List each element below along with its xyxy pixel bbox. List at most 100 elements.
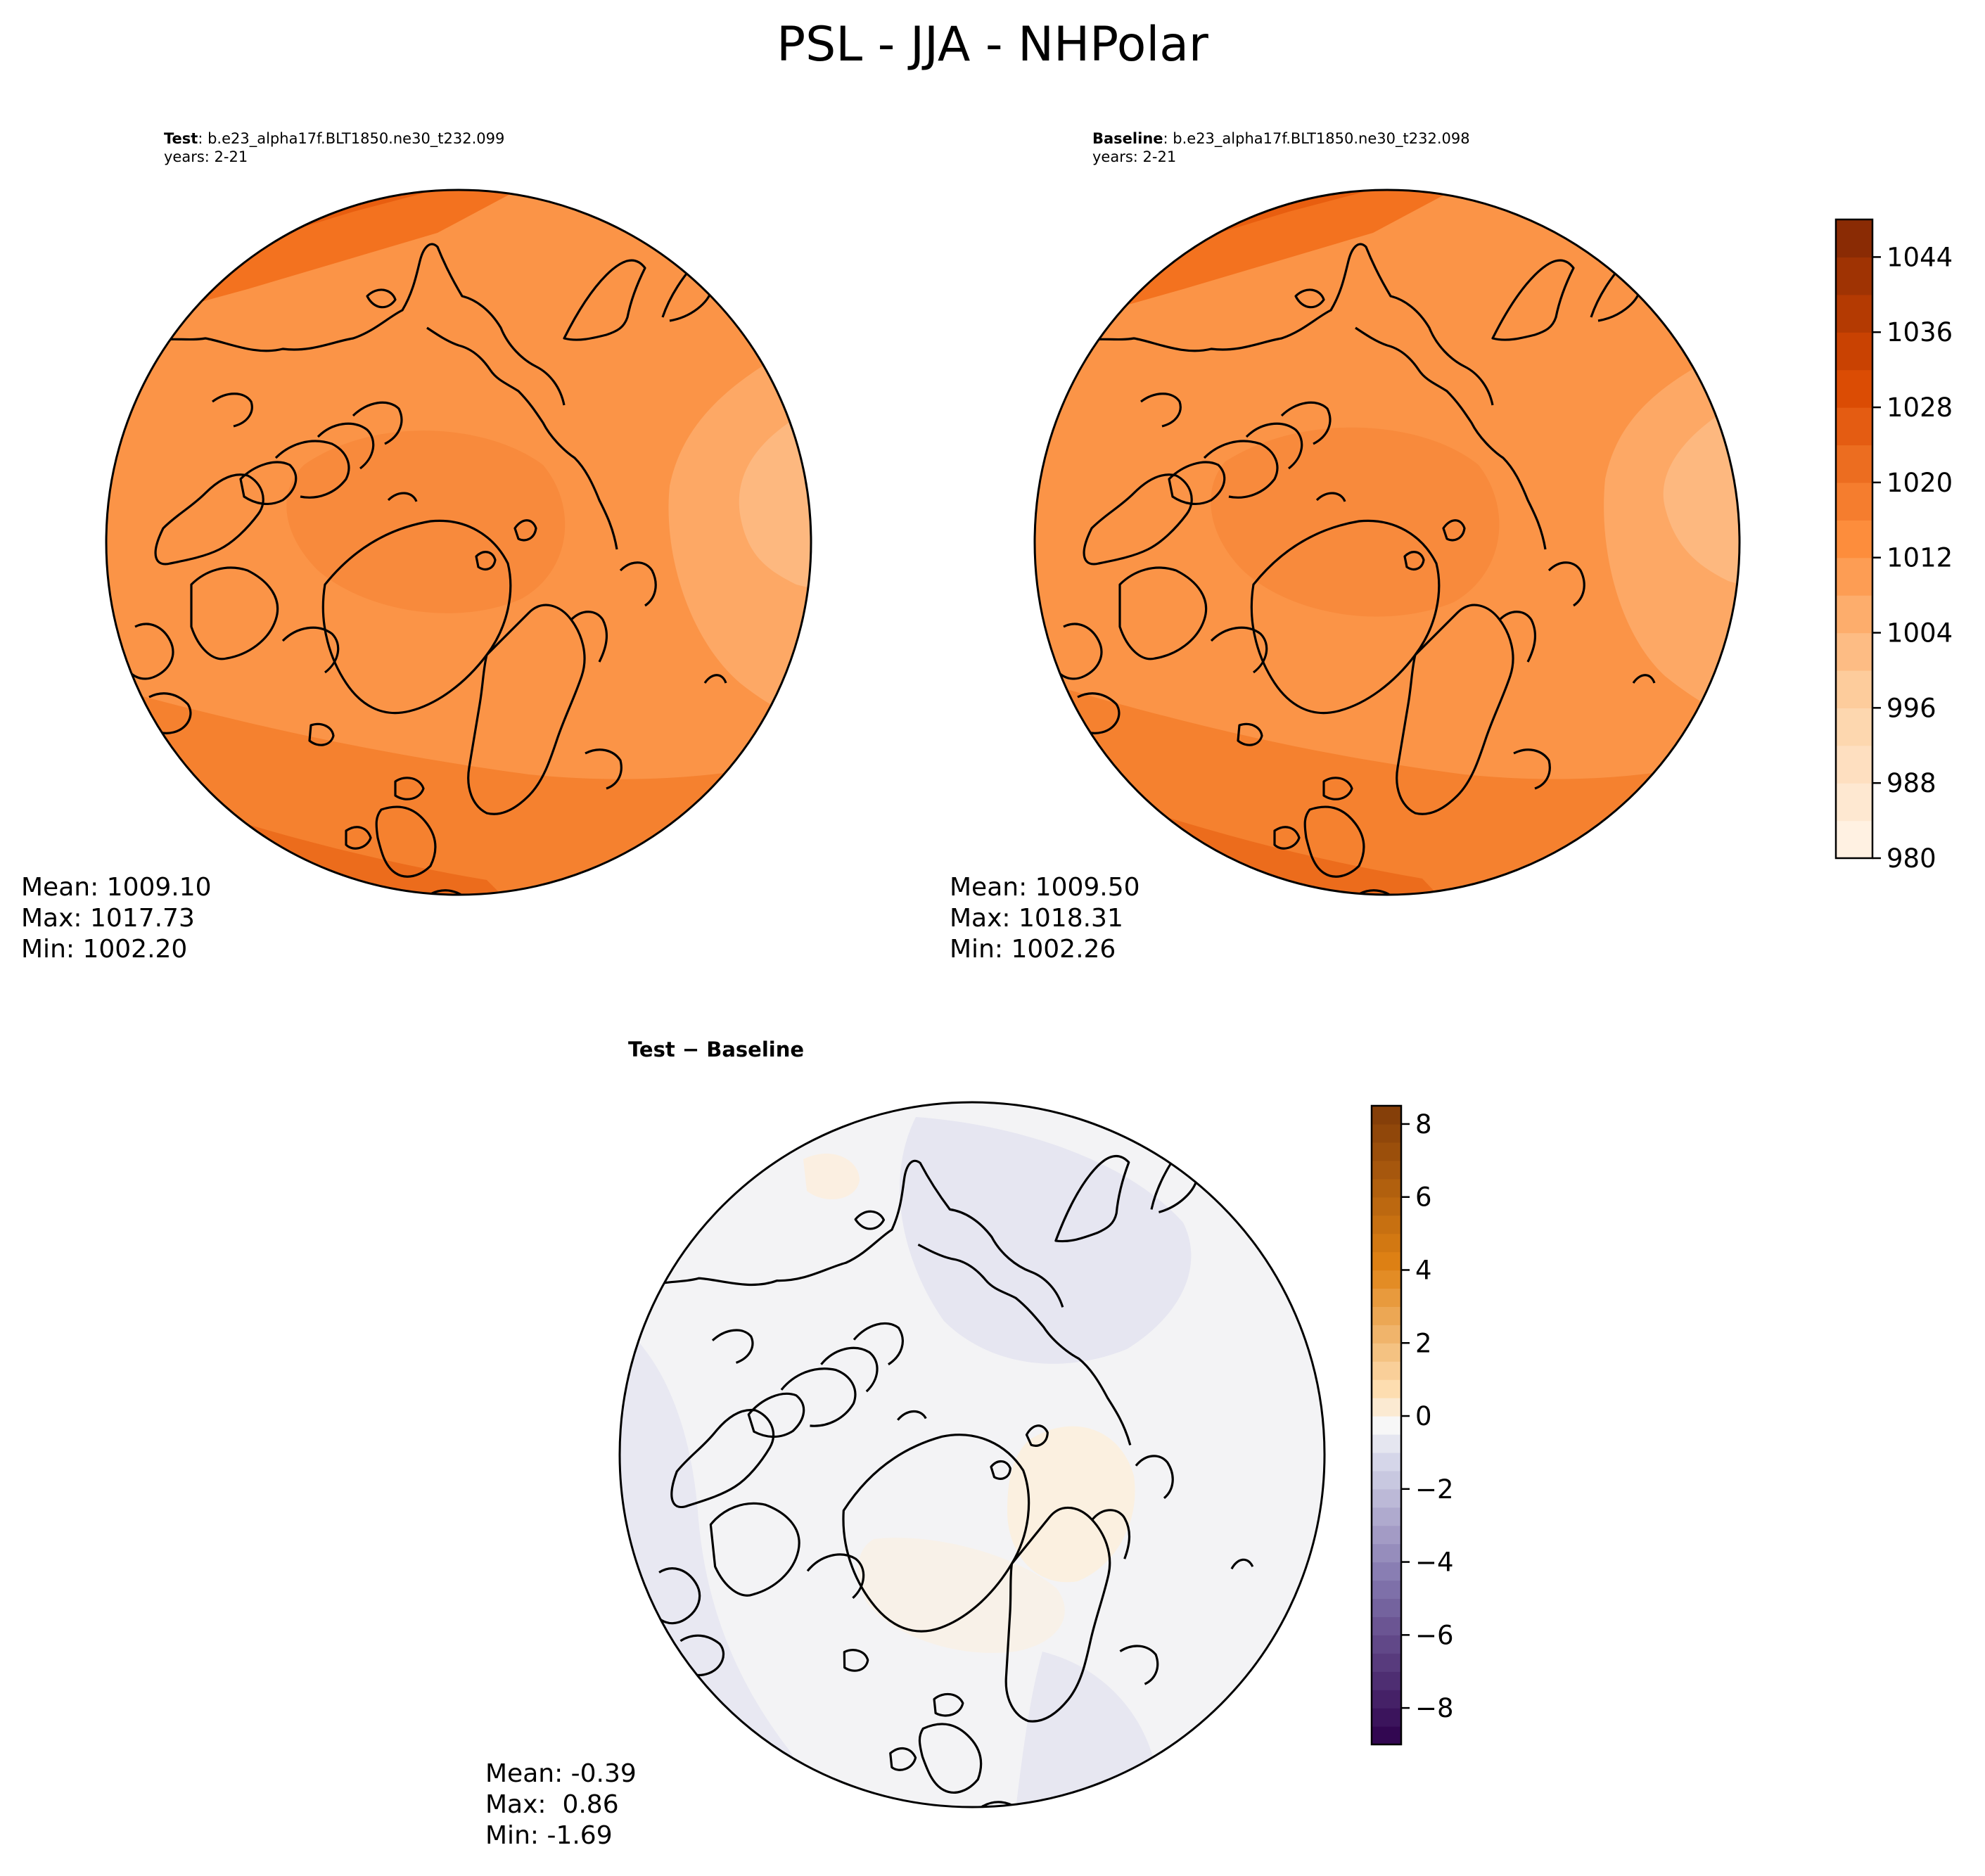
colorbar-level	[1372, 1178, 1401, 1198]
colorbar-level	[1836, 670, 1872, 708]
colorbar-level	[1372, 1325, 1401, 1344]
colorbar-tick-label: 6	[1415, 1182, 1432, 1213]
colorbar-tick-label: 1036	[1887, 317, 1953, 347]
difference-panel-title: Test − Baseline	[628, 1038, 805, 1061]
test-max: Max: 1017.73	[21, 904, 195, 933]
colorbar-level	[1836, 745, 1872, 784]
colorbar-level	[1372, 1343, 1401, 1362]
baseline-map	[1033, 189, 1741, 896]
figure-title: PSL - JJA - NHPolar	[777, 17, 1208, 72]
difference-max: Max: 0.86	[485, 1790, 619, 1819]
baseline-stats: Mean: 1009.50 Max: 1018.31 Min: 1002.26	[950, 872, 1140, 965]
colorbar-level	[1836, 632, 1872, 671]
test-map	[105, 189, 812, 896]
colorbar-level	[1372, 1653, 1401, 1672]
colorbar-tick-label: 980	[1887, 843, 1936, 874]
test-panel-title: Test: b.e23_alpha17f.BLT1850.ne30_t232.0…	[164, 129, 504, 166]
colorbar-level	[1372, 1708, 1401, 1727]
colorbar-level	[1372, 1251, 1401, 1271]
colorbar-level	[1836, 407, 1872, 446]
colorbar-level	[1372, 1233, 1401, 1253]
colorbar-level	[1372, 1452, 1401, 1472]
colorbar-tick-label: 1020	[1887, 468, 1953, 498]
colorbar-level	[1836, 445, 1872, 483]
colorbar-frame	[1370, 1104, 1403, 1746]
colorbar-tick-label: 0	[1415, 1401, 1432, 1431]
colorbar-level	[1836, 482, 1872, 521]
colorbar-level	[1372, 1690, 1401, 1709]
test-stats: Mean: 1009.10 Max: 1017.73 Min: 1002.20	[21, 872, 212, 965]
colorbar-level	[1372, 1288, 1401, 1307]
colorbar-level	[1372, 1580, 1401, 1600]
colorbar-level	[1372, 1488, 1401, 1508]
psl-colorbar: 980 988 996 1004 1012 1020 1028 1036 1044	[1834, 218, 1953, 874]
colorbar-level	[1836, 783, 1872, 822]
colorbar-level	[1372, 1142, 1401, 1161]
colorbar-level	[1372, 1562, 1401, 1581]
test-case-name: : b.e23_alpha17f.BLT1850.ne30_t232.099	[198, 130, 505, 147]
colorbar-level	[1836, 369, 1872, 408]
colorbar-level	[1372, 1160, 1401, 1180]
difference-map	[618, 1101, 1326, 1808]
colorbar-level	[1372, 1434, 1401, 1453]
colorbar-tick-label: −8	[1415, 1693, 1454, 1723]
colorbar-level	[1372, 1470, 1401, 1490]
colorbar-tick-label: −2	[1415, 1474, 1454, 1505]
colorbar-level	[1372, 1123, 1401, 1143]
colorbar-level	[1836, 294, 1872, 333]
colorbar-level	[1836, 557, 1872, 596]
baseline-years: years: 2-21	[1092, 148, 1177, 165]
colorbar-level	[1836, 257, 1872, 295]
test-min: Min: 1002.20	[21, 935, 188, 964]
test-mean: Mean: 1009.10	[21, 873, 212, 902]
colorbar-tick-label: 1004	[1887, 618, 1953, 649]
colorbar-level	[1836, 520, 1872, 559]
colorbar-frame	[1834, 218, 1874, 860]
colorbar-level	[1372, 1416, 1401, 1435]
colorbar-tick-label: 1012	[1887, 543, 1953, 573]
colorbar-level	[1372, 1616, 1401, 1635]
colorbar-level	[1836, 708, 1872, 746]
colorbar-level	[1372, 1671, 1401, 1690]
baseline-mean: Mean: 1009.50	[950, 873, 1140, 902]
colorbar-level	[1372, 1525, 1401, 1545]
test-label: Test	[164, 130, 198, 147]
colorbar-level	[1836, 332, 1872, 371]
colorbar-level	[1836, 219, 1872, 258]
colorbar-tick-label: 4	[1415, 1255, 1432, 1285]
colorbar-level	[1372, 1361, 1401, 1380]
colorbar-level	[1372, 1215, 1401, 1234]
colorbar-level	[1372, 1197, 1401, 1216]
colorbar-tick-label: −4	[1415, 1548, 1454, 1578]
baseline-label: Baseline	[1092, 130, 1163, 147]
colorbar-level	[1372, 1106, 1401, 1125]
colorbar-tick-label: 2	[1415, 1328, 1432, 1358]
colorbar-level	[1836, 820, 1872, 859]
colorbar-level	[1372, 1398, 1401, 1417]
difference-colorbar: −8 −6 −4 −2 0 2 4 6 8	[1370, 1104, 1454, 1746]
colorbar-level	[1372, 1543, 1401, 1563]
colorbar-tick-label: 8	[1415, 1109, 1432, 1140]
colorbar-level	[1372, 1507, 1401, 1526]
colorbar-tick-label: 996	[1887, 693, 1936, 723]
colorbar-level	[1836, 595, 1872, 634]
baseline-case-name: : b.e23_alpha17f.BLT1850.ne30_t232.098	[1163, 130, 1470, 147]
colorbar-level	[1372, 1598, 1401, 1617]
colorbar-tick-label: 988	[1887, 768, 1936, 798]
colorbar-level	[1372, 1379, 1401, 1398]
test-years: years: 2-21	[164, 148, 248, 165]
baseline-max: Max: 1018.31	[950, 904, 1123, 933]
difference-mean: Mean: -0.39	[485, 1759, 637, 1788]
baseline-min: Min: 1002.26	[950, 935, 1116, 964]
colorbar-level	[1372, 1726, 1401, 1745]
colorbar-level	[1372, 1635, 1401, 1654]
colorbar-tick-label: 1028	[1887, 393, 1953, 423]
difference-min: Min: -1.69	[485, 1821, 613, 1850]
difference-stats: Mean: -0.39 Max: 0.86 Min: -1.69	[485, 1759, 637, 1851]
colorbar-level	[1372, 1306, 1401, 1325]
baseline-panel-title: Baseline: b.e23_alpha17f.BLT1850.ne30_t2…	[1092, 129, 1470, 166]
colorbar-level	[1372, 1270, 1401, 1289]
colorbar-tick-label: −6	[1415, 1620, 1454, 1650]
colorbar-tick-label: 1044	[1887, 242, 1953, 272]
